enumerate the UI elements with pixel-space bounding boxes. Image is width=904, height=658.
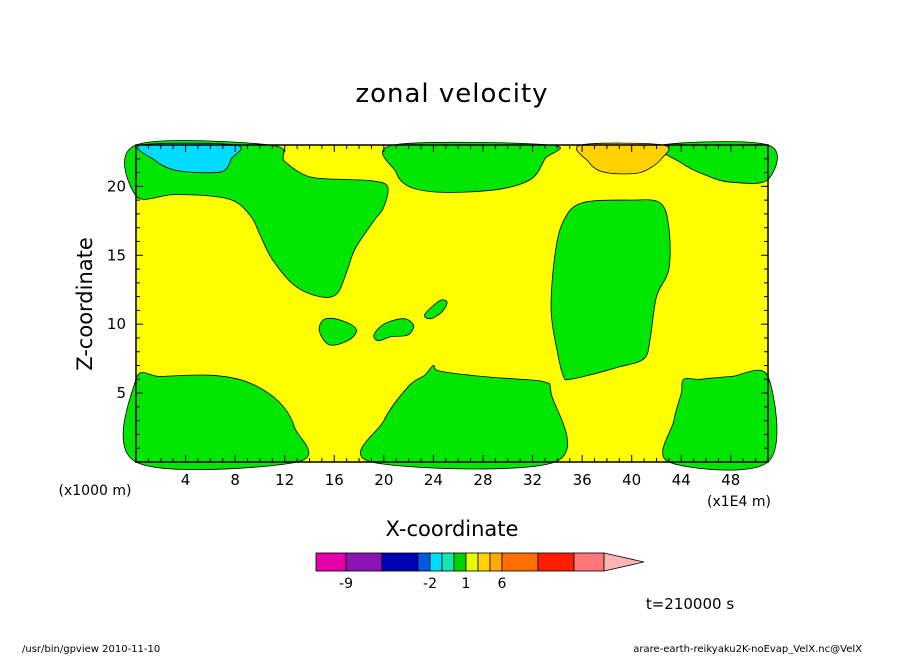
colorbar-swatch [489, 552, 503, 572]
colorbar [315, 552, 645, 572]
footer-right: arare-earth-reikyaku2K-noEvap_VelX.nc@Ve… [633, 644, 862, 654]
colorbar-arrow [603, 552, 645, 572]
y-tick-label: 15 [107, 246, 126, 264]
region-blob-16 [318, 317, 358, 346]
y-tick-label: 10 [107, 315, 126, 333]
x-tick-label: 16 [325, 471, 344, 489]
y-unit-label: (x1000 m) [59, 483, 132, 499]
time-label: t=210000 s [646, 595, 734, 613]
region-mid-right [550, 199, 671, 381]
colorbar-swatch [441, 552, 455, 572]
x-tick-label: 8 [230, 471, 240, 489]
region-blob-20 [373, 318, 415, 342]
colorbar-swatch [315, 552, 347, 572]
colorbar-tick-label: -2 [423, 576, 437, 592]
x-tick-label: 12 [275, 471, 294, 489]
x-tick-label: 4 [181, 471, 191, 489]
y-tick-label: 20 [107, 177, 126, 195]
region-blob-24 [424, 299, 448, 320]
colorbar-swatch [381, 552, 419, 572]
colorbar-swatch [573, 552, 605, 572]
footer-left: /usr/bin/gpview 2010-11-10 [22, 644, 160, 654]
colorbar-tick-label: 6 [498, 576, 507, 592]
x-tick-label: 28 [473, 471, 492, 489]
x-tick-label: 48 [721, 471, 740, 489]
x-tick-label: 40 [622, 471, 641, 489]
y-axis-label: Z-coordinate [73, 237, 97, 371]
chart-title: zonal velocity [355, 79, 548, 109]
x-axis: 4 8 12 16 20 24 28 32 36 40 44 48 [147, 145, 757, 489]
colorbar-swatch [345, 552, 383, 572]
x-unit-label: (x1E4 m) [707, 494, 771, 510]
colorbar-tick-label: 1 [462, 576, 471, 592]
x-tick-label: 24 [424, 471, 443, 489]
colorbar-tick-label: -9 [339, 576, 353, 592]
x-tick-label: 44 [672, 471, 691, 489]
plot-frame [135, 144, 769, 463]
region-upper-right [658, 141, 778, 184]
colorbar-swatch [537, 552, 575, 572]
colorbar-swatch [417, 552, 431, 572]
x-tick-label: 32 [523, 471, 542, 489]
colorbar-swatch [477, 552, 491, 572]
y-axis: 5 10 15 20 [107, 158, 768, 449]
y-tick-label: 5 [116, 384, 126, 402]
plot-regions [122, 140, 778, 471]
colorbar-labels: -9 -2 1 6 [339, 576, 507, 592]
colorbar-swatch [501, 552, 539, 572]
colorbar-swatch [453, 552, 467, 572]
x-tick-label: 20 [374, 471, 393, 489]
region-upper [124, 140, 389, 298]
region-lower-left [122, 371, 310, 470]
colorbar-swatch [465, 552, 479, 572]
x-axis-label: X-coordinate [386, 517, 519, 541]
colorbar-swatch [429, 552, 443, 572]
region-lower-middle [359, 365, 568, 470]
x-tick-label: 36 [573, 471, 592, 489]
